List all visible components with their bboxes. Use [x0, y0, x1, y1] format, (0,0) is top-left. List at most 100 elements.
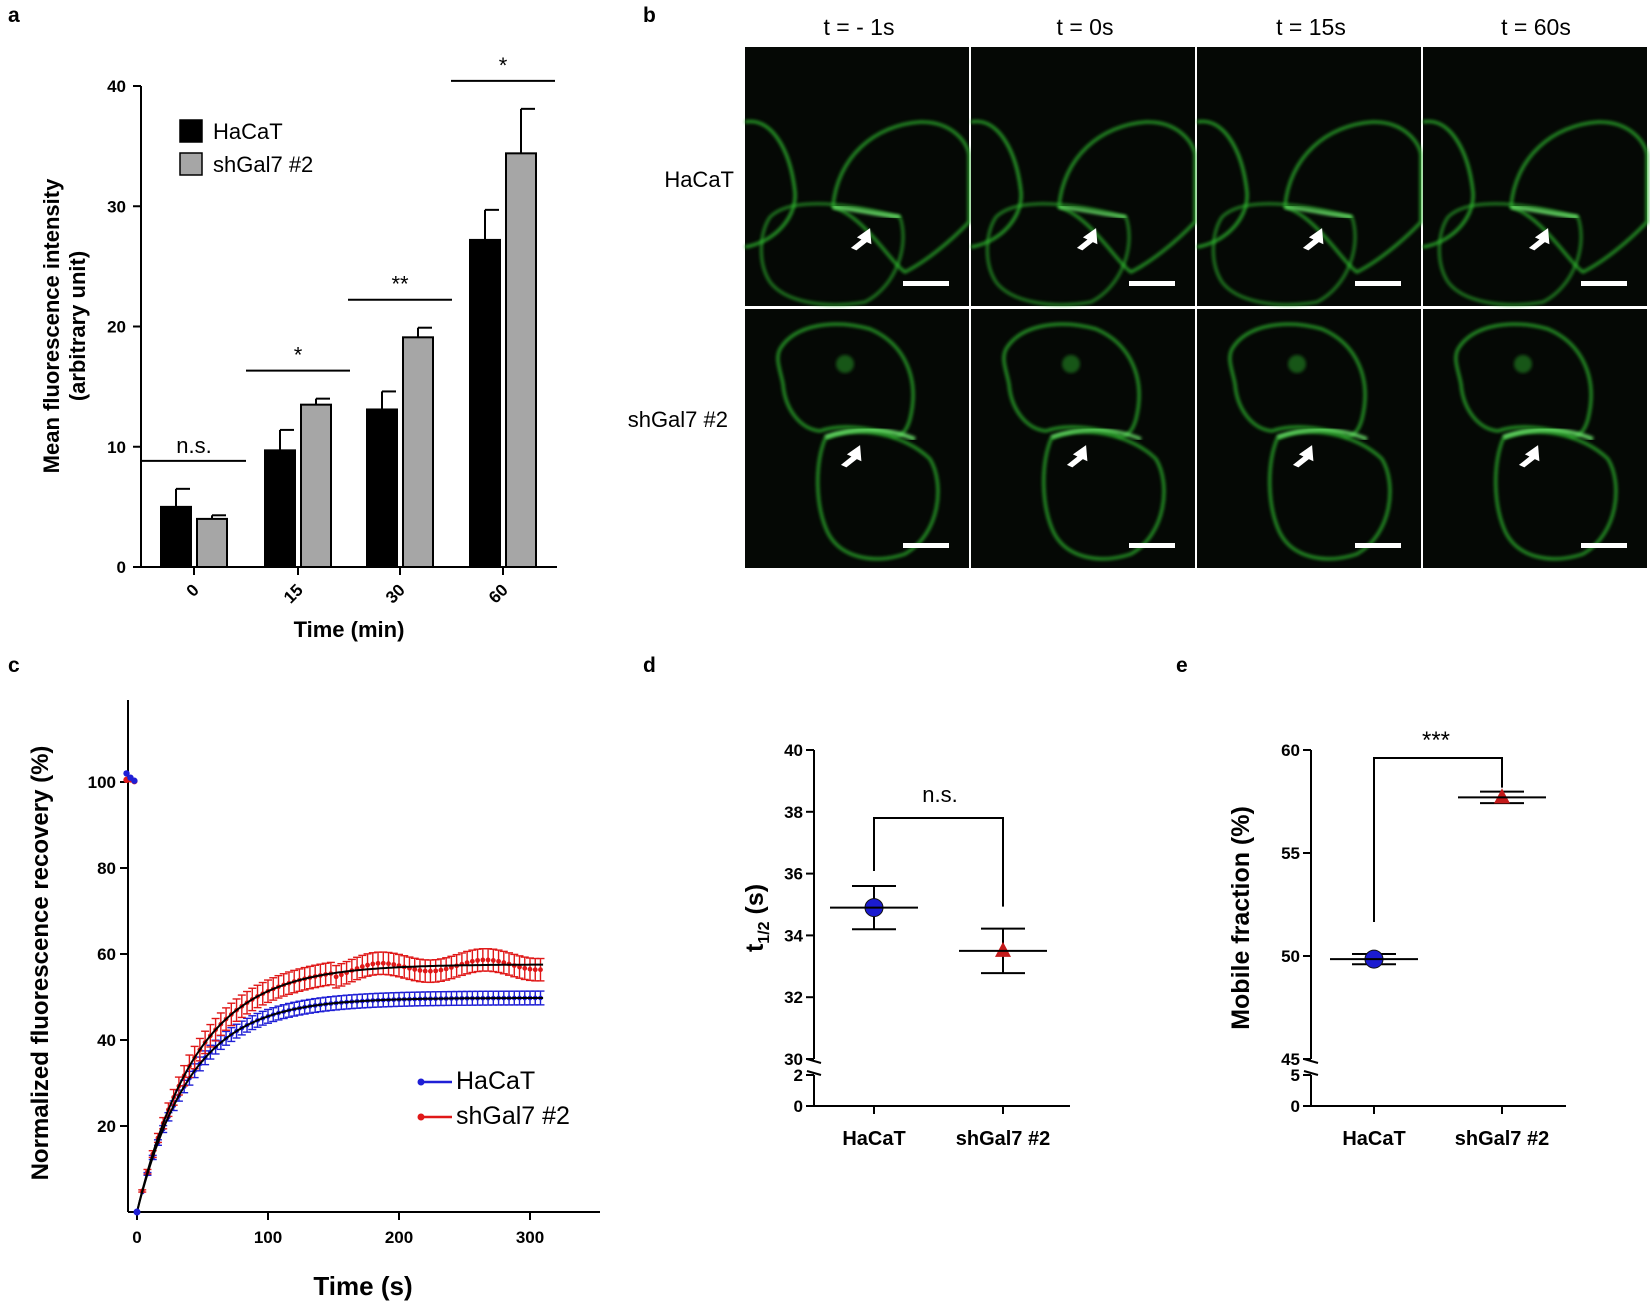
white-arrow-icon — [840, 445, 862, 468]
panel-c-bleach-point — [133, 1208, 141, 1216]
cell-junction — [1050, 428, 1142, 441]
cell-vesicle-cluster — [1514, 355, 1532, 373]
panel-b-label: b — [643, 4, 656, 27]
bar-shgal7-15 — [300, 403, 332, 568]
cell-membrane — [831, 120, 971, 274]
panel-c-x-tick-label: 0 — [132, 1228, 141, 1247]
panel-d-x-ticks: HaCaT shGal7 #2 — [842, 1106, 1050, 1150]
panel-a-x-tick-label: 60 — [485, 580, 512, 607]
cell-junction — [1058, 205, 1127, 219]
panel-a-y-tick-label: 10 — [107, 438, 126, 457]
cell-vesicle-cluster — [1062, 355, 1080, 373]
cell-membrane — [760, 202, 905, 306]
time-label-minus-1s: t = - 1s — [824, 14, 895, 40]
panel-c-point-shgal7 — [496, 958, 501, 964]
panel-b-micrographs: b t = - 1s t = 0s t = 15s t = 60s HaCaT … — [628, 4, 1650, 570]
panel-c-point-shgal7 — [412, 967, 418, 972]
panel-e-x-tick-label: shGal7 #2 — [1455, 1128, 1550, 1150]
white-arrow-icon — [1302, 228, 1324, 251]
panel-a-bars — [160, 107, 537, 569]
panel-d-point-shGal7 #2 — [995, 941, 1011, 957]
panel-a-ylabel-line1: Mean fluorescence intensity — [39, 178, 64, 473]
panel-c-xlabel: Time (s) — [313, 1271, 412, 1301]
panel-c-point-shgal7 — [375, 960, 381, 966]
panel-c-legend: HaCaT shGal7 #2 — [417, 1067, 570, 1130]
cell-membrane — [1212, 202, 1357, 306]
panel-e-label: e — [1176, 654, 1188, 677]
panel-c-x-tick-label: 200 — [385, 1228, 413, 1247]
cell-membrane — [1438, 202, 1583, 306]
panel-c-point-shgal7 — [417, 968, 423, 973]
legend-swatch-hacat — [179, 119, 203, 143]
panel-e-y-tick-label: 0 — [1291, 1097, 1300, 1116]
panel-a-legend: HaCaT shGal7 #2 — [179, 119, 313, 177]
panel-a-y-tick-label: 30 — [107, 197, 126, 216]
cell-membrane — [744, 119, 797, 249]
panel-c-point-shgal7 — [480, 957, 486, 963]
micrograph-tile — [1423, 47, 1647, 306]
panel-d-y-ticks: 30 32 34 36 38 40 0 2 — [784, 741, 814, 1116]
cell-membrane — [1196, 119, 1249, 249]
panel-d-y-tick-label: 2 — [794, 1066, 803, 1085]
panel-c-point-shgal7 — [365, 962, 370, 968]
panel-c-point-shgal7 — [501, 960, 507, 965]
row-label-hacat: HaCaT — [664, 167, 734, 192]
panel-c-point-shgal7 — [538, 967, 543, 973]
cell-junction — [1502, 427, 1594, 441]
legend-label-hacat: HaCaT — [213, 119, 283, 144]
cell-membrane — [1422, 119, 1475, 249]
panel-c-x-ticks: 0 100 200 300 — [132, 1212, 544, 1247]
panel-c-point-shgal7 — [422, 968, 428, 974]
panel-e-x-ticks: HaCaT shGal7 #2 — [1342, 1106, 1549, 1150]
panel-c-recovery-curve: c 20 40 60 80 100 0 100 200 300 Normalized fluo… — [8, 654, 600, 1301]
panel-d-y-tick-label: 30 — [784, 1050, 803, 1069]
panel-c-series — [123, 770, 545, 1216]
bar-hacat-60 — [469, 238, 501, 568]
micrograph-tile — [1197, 309, 1421, 568]
panel-e-y-tick-label: 45 — [1281, 1050, 1300, 1069]
panel-e-significance: *** — [1373, 727, 1503, 922]
panel-d-significance-label: n.s. — [922, 782, 957, 807]
panel-e-ylabel: Mobile fraction (%) — [1227, 806, 1255, 1030]
panel-c-fit-line-shgal7 — [136, 963, 544, 1213]
bar-shgal7-30 — [402, 336, 434, 569]
panel-d-y-tick-label: 40 — [784, 741, 803, 760]
panel-e-y-tick-label: 5 — [1291, 1066, 1300, 1085]
panel-c-point-shgal7 — [333, 974, 339, 980]
micrograph-tile — [1197, 47, 1421, 306]
panel-c-y-tick-label: 60 — [97, 945, 116, 964]
panel-a-x-tick-label: 0 — [183, 580, 203, 600]
legend-marker-hacat — [417, 1078, 425, 1086]
panel-e-x-tick-label: HaCaT — [1342, 1128, 1405, 1150]
panel-c-point-shgal7 — [527, 966, 533, 972]
white-arrow-icon — [1292, 445, 1314, 468]
bar-shgal7-0 — [196, 517, 228, 569]
cell-vesicle-cluster — [1288, 355, 1306, 373]
bar-hacat-30 — [366, 408, 398, 568]
panel-a-significance-label: n.s. — [176, 433, 211, 458]
panel-c-point-shgal7 — [428, 968, 433, 974]
panel-e-y-tick-label: 60 — [1281, 741, 1300, 760]
panel-c-point-shgal7 — [443, 966, 449, 972]
panel-d-ylabel-sub: 1/2 — [756, 921, 773, 943]
panel-c-point-shgal7 — [517, 964, 522, 970]
bar-shgal7-60 — [505, 152, 537, 568]
panel-c-x-tick-label: 300 — [516, 1228, 544, 1247]
panel-d-x-tick-label: HaCaT — [842, 1128, 905, 1150]
cell-membrane — [1283, 120, 1423, 274]
cell-membrane — [1268, 430, 1392, 561]
panel-c-point-shgal7 — [469, 958, 475, 964]
white-arrow-icon — [1518, 445, 1540, 468]
cell-membrane — [816, 430, 940, 561]
scale-bar — [1129, 543, 1175, 548]
micrograph-tile — [1423, 309, 1647, 568]
panel-e-significance-bracket — [1373, 757, 1503, 922]
panel-a-significance-label: * — [294, 343, 303, 368]
white-arrow-icon — [850, 228, 872, 251]
micrograph-cells — [744, 47, 1649, 568]
cell-junction — [832, 205, 901, 219]
bar-hacat-15 — [264, 449, 296, 569]
panel-c-ylabel: Normalized fluorescence recovery (%) — [27, 746, 54, 1181]
panel-d-axis-break-bottom — [806, 1070, 822, 1076]
